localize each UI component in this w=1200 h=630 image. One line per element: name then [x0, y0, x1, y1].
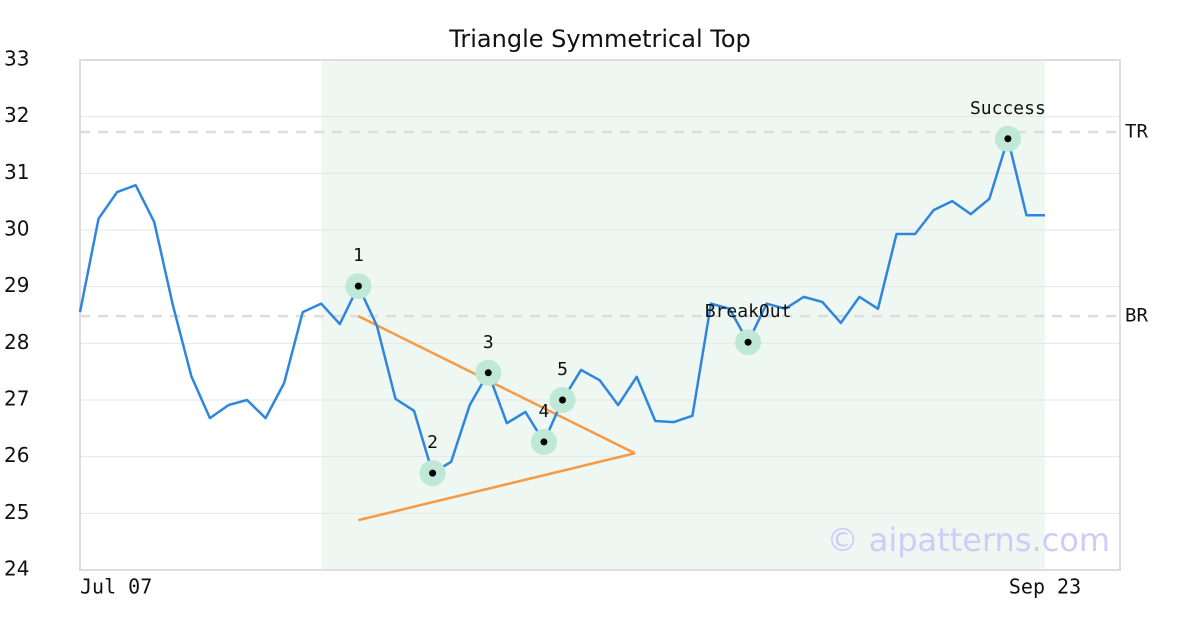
reference-label: BR [1125, 305, 1148, 327]
triangle-line [358, 452, 636, 522]
y-tick-label: 28 [4, 330, 29, 354]
annotation-dot [484, 369, 492, 377]
chart-title: Triangle Symmetrical Top [448, 25, 751, 53]
y-tick-label: 30 [4, 217, 29, 241]
annotation-dot [429, 469, 437, 477]
annotation-label: 5 [557, 359, 568, 380]
y-tick-label: 25 [4, 500, 29, 524]
annotation-label: 3 [483, 332, 494, 353]
annotation-dot [354, 282, 362, 290]
annotation-label: BreakOut [705, 301, 792, 322]
y-tick-label: 33 [4, 47, 29, 71]
annotation-label: 2 [427, 432, 438, 453]
y-tick-label: 32 [4, 103, 29, 127]
y-tick-label: 31 [4, 160, 29, 184]
x-tick-label: Jul 07 [80, 575, 152, 599]
annotation-label: Success [970, 98, 1046, 119]
y-tick-label: 26 [4, 443, 29, 467]
annotation-dot [559, 396, 566, 404]
y-tick-label: 24 [4, 557, 29, 581]
annotation-label: 1 [353, 245, 364, 266]
triangle-line [357, 315, 636, 455]
annotation-dot [744, 338, 752, 346]
annotation-dot [1004, 135, 1012, 143]
watermark: © aipatterns.com [827, 521, 1110, 559]
annotation-label: 4 [539, 401, 550, 422]
reference-label: TR [1125, 120, 1148, 142]
y-tick-label: 29 [4, 273, 29, 297]
x-tick-label: Sep 23 [1009, 575, 1081, 599]
annotation-dot [540, 438, 548, 446]
y-tick-label: 27 [4, 387, 29, 411]
